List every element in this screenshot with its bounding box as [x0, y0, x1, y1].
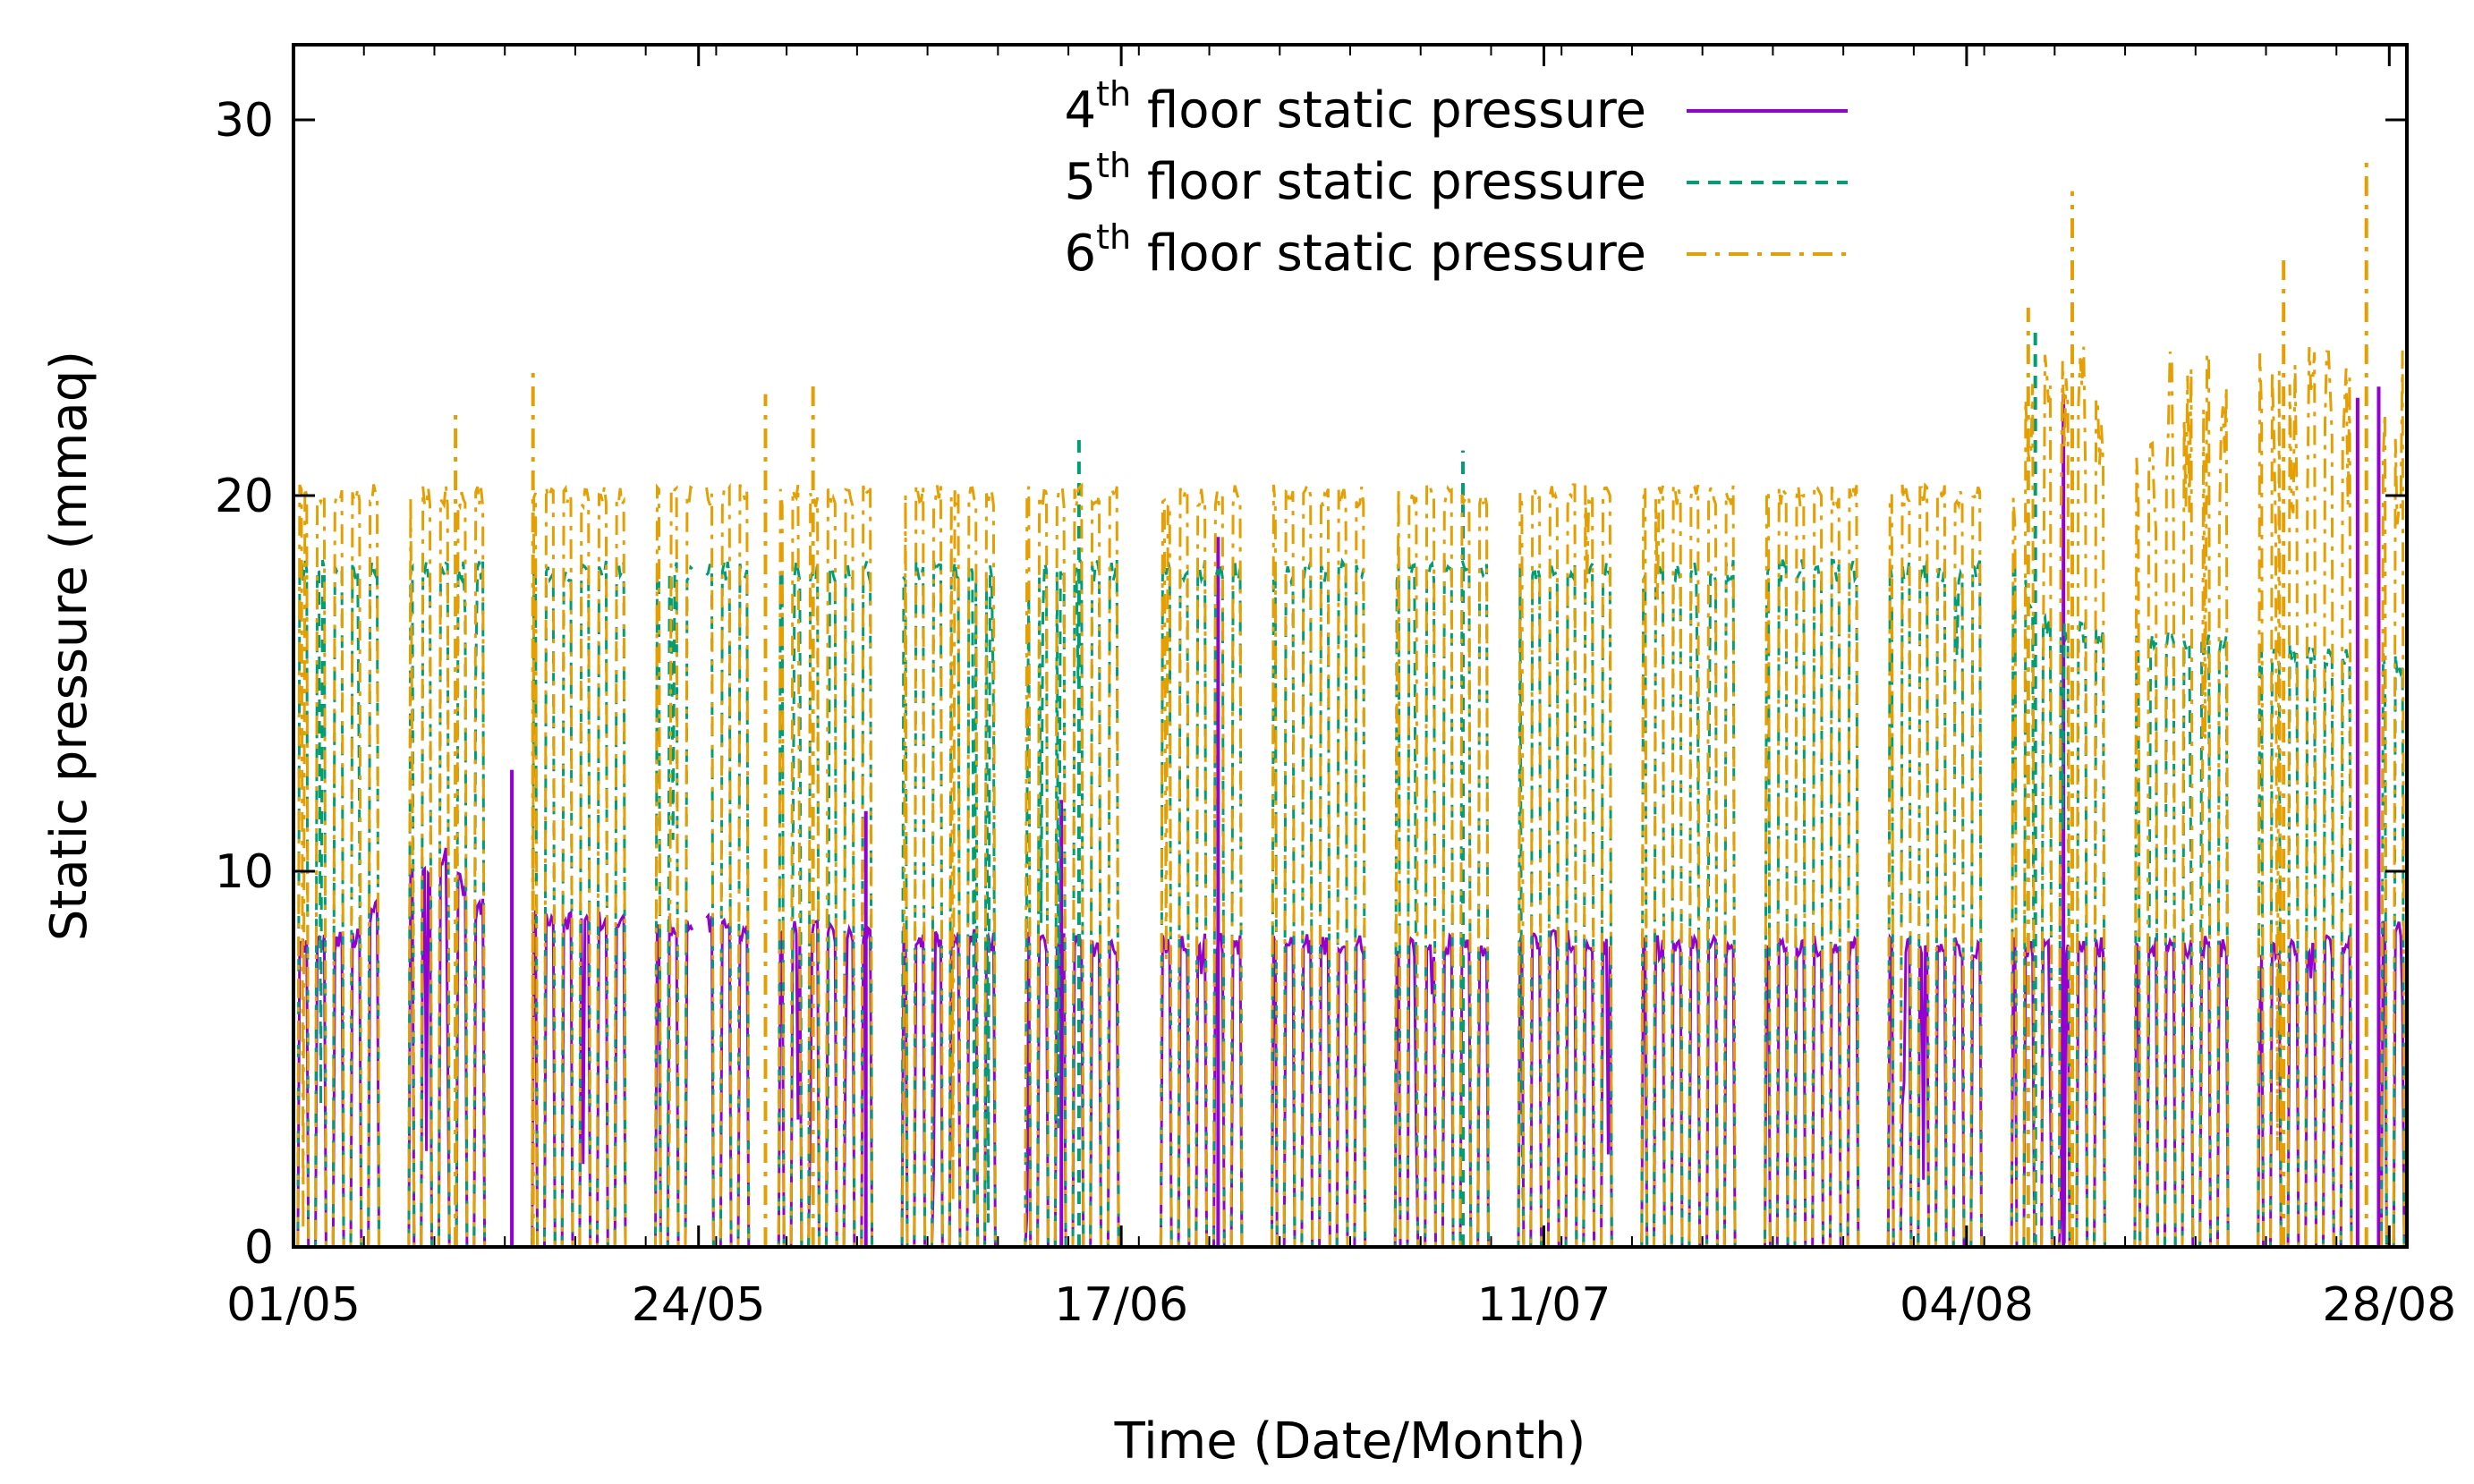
y-tick-label: 30 — [215, 94, 274, 148]
legend-label-floor-6: 6th floor static pressure — [1065, 217, 1646, 283]
y-tick-label: 0 — [244, 1221, 274, 1275]
tick-layer: 0 10 20 30 01/05 24/05 17/06 11/07 04/08 28/08 — [215, 45, 2456, 1332]
x-axis-title: Time (Date/Month) — [1114, 1412, 1586, 1471]
x-tick-label: 04/08 — [1900, 1278, 2034, 1332]
x-tick-label: 24/05 — [632, 1278, 766, 1332]
legend-label-floor-4: 4th floor static pressure — [1065, 74, 1646, 140]
x-tick-label: 01/05 — [226, 1278, 361, 1332]
y-tick-label: 10 — [215, 845, 274, 899]
x-tick-label: 11/07 — [1477, 1278, 1611, 1332]
y-tick-label: 20 — [215, 470, 274, 523]
x-tick-label: 28/08 — [2322, 1278, 2456, 1332]
x-tick-label: 17/06 — [1054, 1278, 1188, 1332]
series-layer — [294, 157, 2406, 1249]
series-line-floor-5 — [294, 556, 2406, 1249]
series-line-floor-6 — [294, 346, 2406, 1249]
series-line-floor-4 — [294, 847, 2406, 1249]
legend-label-floor-5: 5th floor static pressure — [1065, 146, 1646, 211]
y-axis-title: Static pressure (mmaq) — [40, 351, 98, 941]
